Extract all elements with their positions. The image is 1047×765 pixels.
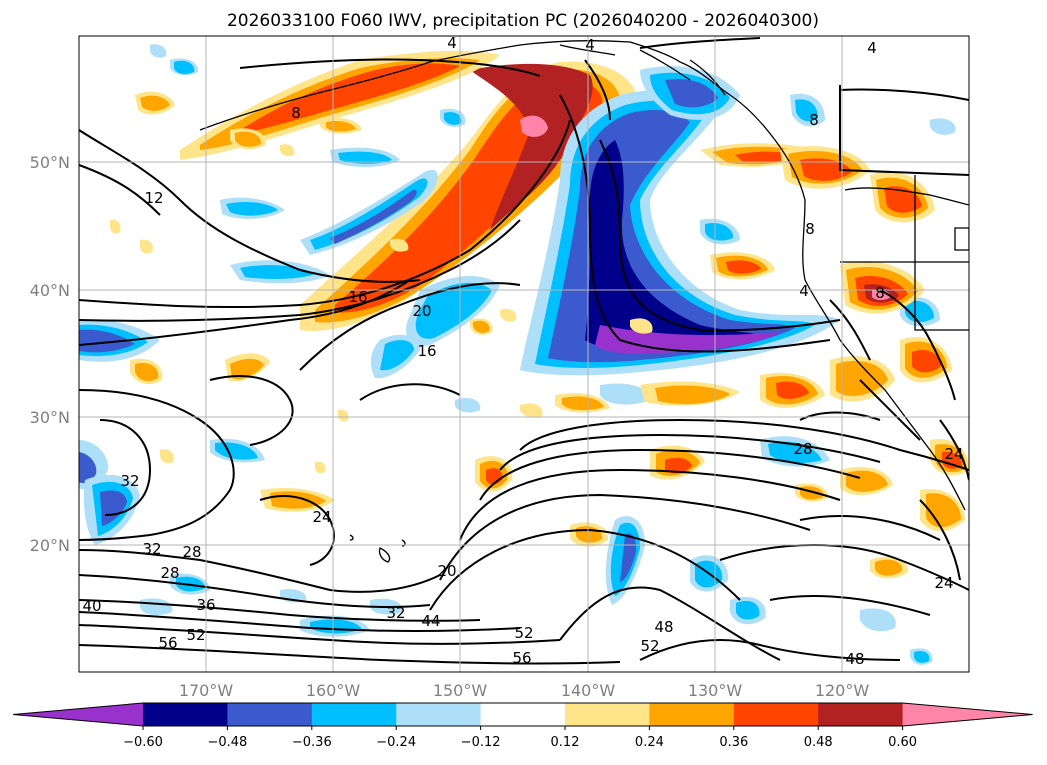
gridlines bbox=[79, 36, 969, 672]
contour-label: 28 bbox=[160, 564, 179, 582]
contour-label: 44 bbox=[421, 612, 440, 630]
lat-label: 40°N bbox=[30, 281, 70, 300]
contour-label: 24 bbox=[934, 574, 953, 592]
contour-labels: 4 4 4 8 8 8 4 8 12 16 16 20 20 24 28 28 … bbox=[82, 34, 963, 668]
contour-label: 8 bbox=[291, 104, 301, 122]
contour-label: 40 bbox=[82, 597, 101, 615]
negative-hook-deep bbox=[585, 140, 760, 351]
contour-label: 56 bbox=[158, 634, 177, 652]
contour-label: 28 bbox=[793, 440, 812, 458]
colorbar-tick-label: −0.24 bbox=[376, 735, 416, 750]
contour-label: 16 bbox=[348, 288, 367, 306]
contour-label: 52 bbox=[640, 637, 659, 655]
lat-label: 30°N bbox=[30, 408, 70, 427]
lon-label: 130°W bbox=[688, 681, 743, 700]
colorbar-tick-label: −0.12 bbox=[461, 735, 501, 750]
latitude-labels: 50°N 40°N 30°N 20°N bbox=[30, 153, 70, 555]
lon-label: 160°W bbox=[306, 681, 361, 700]
contour-label: 52 bbox=[186, 626, 205, 644]
contour-label: 48 bbox=[654, 618, 673, 636]
contour-label: 24 bbox=[312, 508, 331, 526]
lat-label: 20°N bbox=[30, 536, 70, 555]
contour-label: 4 bbox=[867, 39, 877, 57]
contour-label: 20 bbox=[437, 562, 456, 580]
colorbar-tick-label: 0.12 bbox=[551, 735, 580, 750]
colorbar-tick-label: 0.60 bbox=[888, 735, 917, 750]
colorbar-tick-label: 0.36 bbox=[719, 735, 748, 750]
lon-label: 170°W bbox=[179, 681, 234, 700]
colorbar-tick-label: −0.36 bbox=[292, 735, 332, 750]
colorbar-extend-low bbox=[13, 703, 143, 726]
precip-shading bbox=[79, 44, 969, 665]
contour-label: 32 bbox=[386, 604, 405, 622]
lon-label: 140°W bbox=[561, 681, 616, 700]
colorbar-segment bbox=[649, 703, 735, 726]
colorbar-ticks: −0.60 −0.48 −0.36 −0.24 −0.12 0.12 0.24 0.36 0.4… bbox=[123, 726, 917, 750]
map-panel: 4 4 4 8 8 8 4 8 12 16 16 20 20 24 28 28 … bbox=[78, 34, 970, 673]
contour-label: 4 bbox=[585, 36, 595, 54]
contour-label: 56 bbox=[512, 649, 531, 667]
colorbar-segment bbox=[733, 703, 819, 726]
contour-label: 4 bbox=[447, 34, 457, 52]
contour-label: 28 bbox=[182, 543, 201, 561]
contour-label: 8 bbox=[809, 111, 819, 129]
contour-label: 36 bbox=[196, 596, 215, 614]
longitude-labels: 170°W 160°W 150°W 140°W 130°W 120°W bbox=[179, 681, 870, 700]
contour-label: 32 bbox=[120, 472, 139, 490]
coastlines bbox=[199, 40, 969, 563]
colorbar-segment bbox=[396, 703, 482, 726]
colorbar-tick-label: −0.60 bbox=[123, 735, 163, 750]
plot-title: 2026033100 F060 IWV, precipitation PC (2… bbox=[227, 11, 819, 31]
lon-label: 120°W bbox=[815, 681, 870, 700]
colorbar-segment bbox=[311, 703, 397, 726]
lon-label: 150°W bbox=[433, 681, 488, 700]
colorbar-segment bbox=[143, 703, 228, 726]
map-frame bbox=[78, 35, 970, 673]
positive-band-core bbox=[470, 63, 593, 231]
contour-label: 8 bbox=[805, 220, 815, 238]
contour-label: 16 bbox=[417, 342, 436, 360]
lat-label: 50°N bbox=[30, 153, 70, 172]
colorbar-tick-label: −0.48 bbox=[207, 735, 247, 750]
contour-label: 20 bbox=[412, 302, 431, 320]
contour-label: 24 bbox=[944, 445, 963, 463]
colorbar-segment bbox=[565, 703, 650, 726]
contour-label: 4 bbox=[799, 282, 809, 300]
colorbar-segment bbox=[480, 703, 566, 726]
colorbar-segment bbox=[818, 703, 904, 726]
colorbar-tick-label: 0.48 bbox=[804, 735, 833, 750]
colorbar bbox=[12, 702, 1033, 727]
contour-label: 8 bbox=[875, 284, 885, 302]
colorbar-extend-high bbox=[902, 703, 1033, 726]
colorbar-segment bbox=[227, 703, 313, 726]
positive-band-peak bbox=[520, 115, 548, 137]
colorbar-tick-label: 0.24 bbox=[635, 735, 664, 750]
contour-label: 48 bbox=[845, 650, 864, 668]
contour-label: 32 bbox=[142, 540, 161, 558]
contour-label: 52 bbox=[514, 624, 533, 642]
contour-label: 12 bbox=[144, 189, 163, 207]
